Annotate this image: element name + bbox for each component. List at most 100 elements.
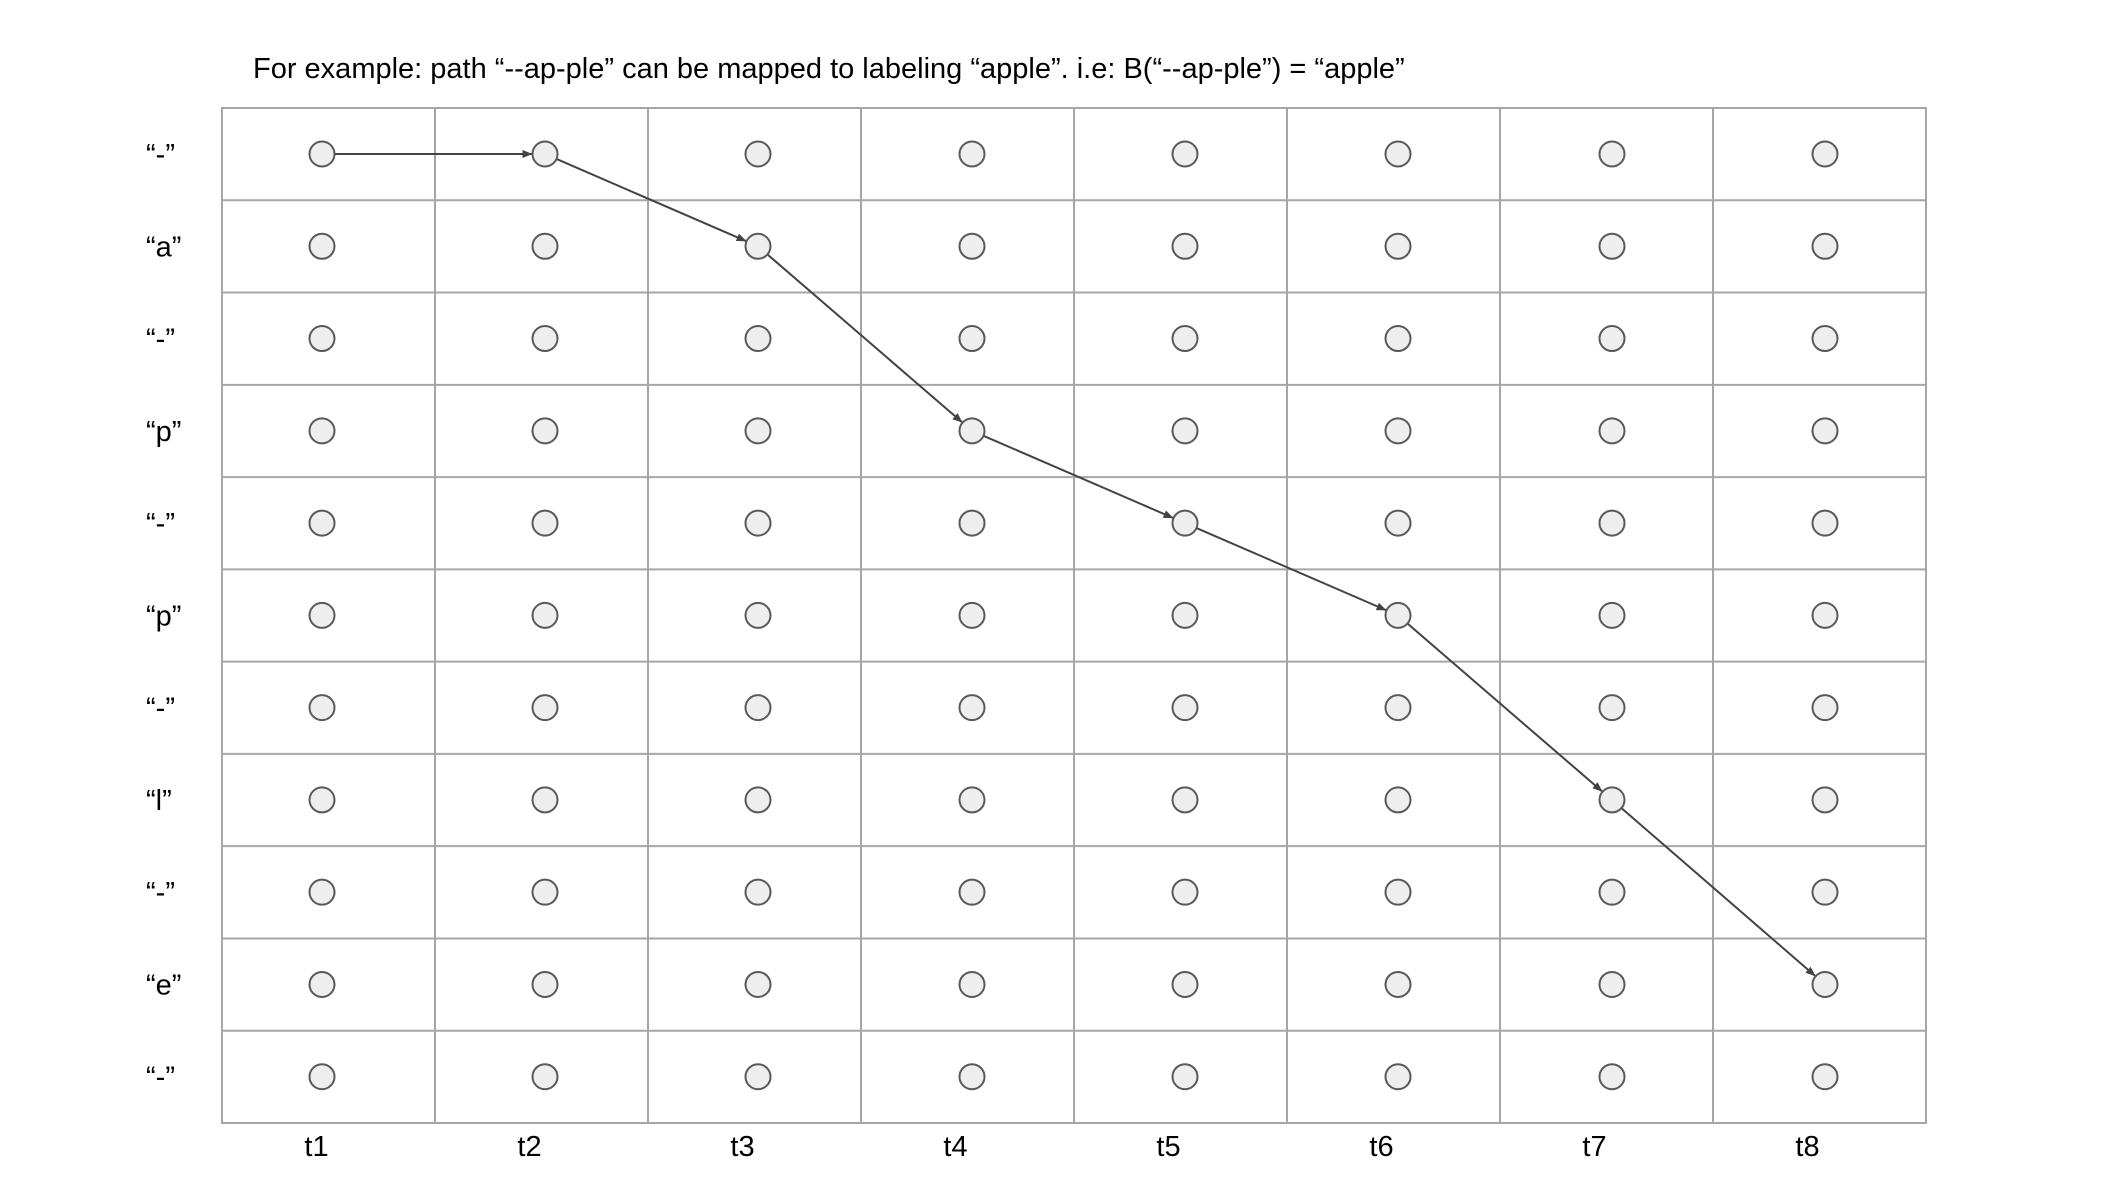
row-label: “e” bbox=[146, 969, 181, 1001]
lattice-node bbox=[1171, 694, 1199, 722]
lattice-node bbox=[1171, 970, 1199, 998]
node-lattice bbox=[308, 140, 1839, 1091]
lattice-node bbox=[1171, 509, 1199, 537]
lattice-node bbox=[531, 601, 559, 629]
lattice-node bbox=[1811, 140, 1839, 168]
column-label: t3 bbox=[730, 1131, 754, 1163]
row-labels: “-” “a” “-” “p” “-” “p” “-” “l” “-” “e” “-” bbox=[146, 139, 181, 1094]
lattice-node bbox=[1598, 232, 1626, 260]
grid bbox=[221, 107, 1927, 1124]
lattice-node bbox=[744, 417, 772, 445]
lattice-node bbox=[308, 878, 336, 906]
lattice-node bbox=[1598, 694, 1626, 722]
lattice-node bbox=[1598, 509, 1626, 537]
lattice-node bbox=[1811, 878, 1839, 906]
lattice-node bbox=[531, 232, 559, 260]
lattice-node bbox=[531, 694, 559, 722]
column-label: t5 bbox=[1156, 1131, 1180, 1163]
lattice-node bbox=[1598, 1063, 1626, 1091]
lattice-node bbox=[958, 509, 986, 537]
lattice-node bbox=[1598, 140, 1626, 168]
row-label: “a” bbox=[146, 231, 181, 263]
lattice-node bbox=[531, 417, 559, 445]
lattice-node bbox=[531, 325, 559, 353]
lattice-node bbox=[1384, 140, 1412, 168]
lattice-node bbox=[958, 232, 986, 260]
lattice-node bbox=[1811, 325, 1839, 353]
lattice-node bbox=[1384, 601, 1412, 629]
lattice-node bbox=[1171, 601, 1199, 629]
lattice-node bbox=[1384, 970, 1412, 998]
column-label: t4 bbox=[943, 1131, 967, 1163]
column-label: t7 bbox=[1582, 1131, 1606, 1163]
column-label: t1 bbox=[304, 1131, 328, 1163]
lattice-node bbox=[308, 509, 336, 537]
lattice-node bbox=[1384, 694, 1412, 722]
lattice-node bbox=[958, 325, 986, 353]
lattice-node bbox=[1171, 1063, 1199, 1091]
row-label: “-” bbox=[146, 139, 175, 171]
lattice-node bbox=[1598, 878, 1626, 906]
lattice-node bbox=[958, 140, 986, 168]
lattice-node bbox=[1598, 325, 1626, 353]
lattice-node bbox=[958, 417, 986, 445]
lattice-node bbox=[1598, 601, 1626, 629]
lattice-node bbox=[1384, 232, 1412, 260]
column-label: t2 bbox=[517, 1131, 541, 1163]
lattice-node bbox=[531, 509, 559, 537]
lattice-node bbox=[744, 1063, 772, 1091]
lattice-node bbox=[308, 694, 336, 722]
row-label: “-” bbox=[146, 1062, 175, 1094]
row-label: “-” bbox=[146, 693, 175, 725]
caption: For example: path “--ap-ple” can be mapp… bbox=[253, 53, 1405, 85]
lattice-node bbox=[1384, 509, 1412, 537]
lattice-node bbox=[1811, 417, 1839, 445]
lattice-node bbox=[308, 970, 336, 998]
lattice-node bbox=[1171, 417, 1199, 445]
lattice-node bbox=[1171, 325, 1199, 353]
lattice-node bbox=[1384, 325, 1412, 353]
lattice-node bbox=[1171, 140, 1199, 168]
lattice-node bbox=[1171, 232, 1199, 260]
lattice-node bbox=[744, 601, 772, 629]
path-arrow bbox=[983, 434, 1174, 520]
lattice-node bbox=[531, 140, 559, 168]
lattice-node bbox=[1598, 786, 1626, 814]
lattice-node bbox=[1171, 786, 1199, 814]
lattice-node bbox=[1811, 232, 1839, 260]
lattice-node bbox=[744, 970, 772, 998]
lattice-node bbox=[958, 786, 986, 814]
lattice-node bbox=[958, 601, 986, 629]
lattice-node bbox=[1598, 417, 1626, 445]
lattice-node bbox=[1811, 694, 1839, 722]
path-arrow bbox=[766, 253, 964, 424]
lattice-node bbox=[308, 786, 336, 814]
lattice-node bbox=[1171, 878, 1199, 906]
path-arrow bbox=[1406, 622, 1604, 793]
row-label: “p” bbox=[146, 600, 181, 632]
lattice-node bbox=[744, 325, 772, 353]
lattice-node bbox=[1811, 786, 1839, 814]
lattice-node bbox=[308, 232, 336, 260]
path-arrow bbox=[1620, 807, 1817, 978]
row-label: “-” bbox=[146, 508, 175, 540]
path-arrow bbox=[1196, 527, 1387, 612]
column-labels: t1 t2 t3 t4 t5 t6 t7 t8 bbox=[304, 1131, 1819, 1163]
lattice-node bbox=[1384, 1063, 1412, 1091]
lattice-node bbox=[744, 509, 772, 537]
lattice-node bbox=[308, 601, 336, 629]
row-label: “l” bbox=[146, 785, 172, 817]
column-label: t6 bbox=[1369, 1131, 1393, 1163]
lattice-node bbox=[1811, 1063, 1839, 1091]
lattice-node bbox=[744, 140, 772, 168]
lattice-node bbox=[308, 417, 336, 445]
row-label: “p” bbox=[146, 416, 181, 448]
lattice-node bbox=[531, 878, 559, 906]
alignment-path bbox=[334, 150, 1817, 978]
lattice-node bbox=[958, 878, 986, 906]
lattice-node bbox=[531, 970, 559, 998]
lattice-node bbox=[958, 970, 986, 998]
path-arrow bbox=[556, 158, 747, 243]
lattice-node bbox=[744, 878, 772, 906]
